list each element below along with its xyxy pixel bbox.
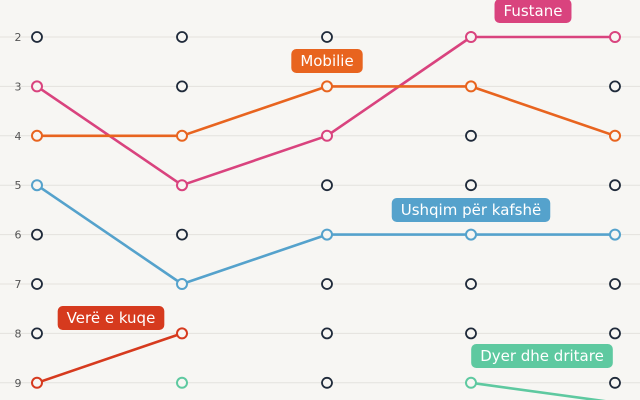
grid-dot — [176, 80, 188, 93]
series-line — [469, 381, 606, 400]
data-point — [465, 80, 477, 93]
grid-dot — [321, 179, 333, 192]
series-label: Dyer dhe dritare — [471, 344, 613, 368]
y-tick-label: 9 — [15, 377, 22, 390]
grid-dot — [31, 228, 43, 241]
y-tick-label: 4 — [15, 130, 22, 143]
data-point — [31, 129, 43, 142]
series-label-box — [57, 306, 165, 330]
background-dots — [31, 31, 621, 389]
data-point — [31, 179, 43, 192]
data-point — [176, 179, 188, 192]
data-point — [465, 31, 477, 43]
grid-dot — [465, 278, 477, 290]
grid-dot — [321, 376, 333, 389]
series-label: Fustane — [494, 0, 572, 23]
series-label-text: Mobilie — [300, 52, 353, 70]
data-point — [176, 327, 188, 340]
y-tick-label: 7 — [15, 278, 22, 291]
data-point — [465, 228, 477, 241]
series-line — [35, 332, 184, 385]
grid-dot — [176, 228, 188, 241]
series-labels: Fustane Mobilie Ushqim për kafshë Verë e ku… — [57, 0, 613, 368]
series-label-text: Ushqim për kafshë — [401, 201, 542, 219]
series-label: Ushqim për kafshë — [391, 198, 551, 222]
data-point — [176, 129, 188, 142]
y-tick-label: 5 — [15, 179, 22, 192]
data-point — [609, 129, 621, 142]
series-label-text: Verë e kuqe — [67, 309, 156, 327]
data-point — [31, 80, 43, 93]
grid-dot — [176, 31, 188, 43]
grid-dot — [465, 327, 477, 340]
grid-dot — [321, 327, 333, 340]
data-point — [321, 80, 333, 93]
y-tick-label: 3 — [15, 80, 22, 93]
grid-dot — [31, 278, 43, 290]
grid-dot — [31, 327, 43, 340]
series-label-box — [494, 0, 572, 23]
y-tick-label: 8 — [15, 327, 22, 340]
y-tick-label: 2 — [15, 31, 22, 44]
series-line — [35, 85, 617, 138]
grid-dot — [609, 327, 621, 340]
data-point — [176, 278, 188, 290]
grid-dot — [465, 129, 477, 142]
grid-dot — [609, 179, 621, 192]
series-label-box — [471, 344, 613, 368]
grid-dot — [321, 278, 333, 290]
grid-dot — [31, 31, 43, 43]
grid-dot — [609, 80, 621, 93]
series-label-box — [391, 198, 551, 222]
series-label-text: Fustane — [504, 2, 563, 20]
grid-dot — [609, 376, 621, 389]
series-label: Mobilie — [291, 49, 363, 73]
series-points — [31, 31, 621, 389]
data-point — [176, 376, 188, 389]
series-label-box — [291, 49, 363, 73]
grid-dot — [465, 179, 477, 192]
series-label-text: Dyer dhe dritare — [480, 347, 604, 365]
data-point — [321, 129, 333, 142]
data-point — [321, 228, 333, 241]
data-point — [609, 31, 621, 43]
y-axis-ticks: 2 3 4 5 6 7 8 9 — [15, 31, 22, 390]
grid-dot — [609, 278, 621, 290]
data-point — [31, 376, 43, 389]
series-label: Verë e kuqe — [57, 306, 165, 330]
data-point — [465, 376, 477, 389]
grid-dot — [321, 31, 333, 43]
y-tick-label: 6 — [15, 229, 22, 242]
data-point — [609, 228, 621, 241]
